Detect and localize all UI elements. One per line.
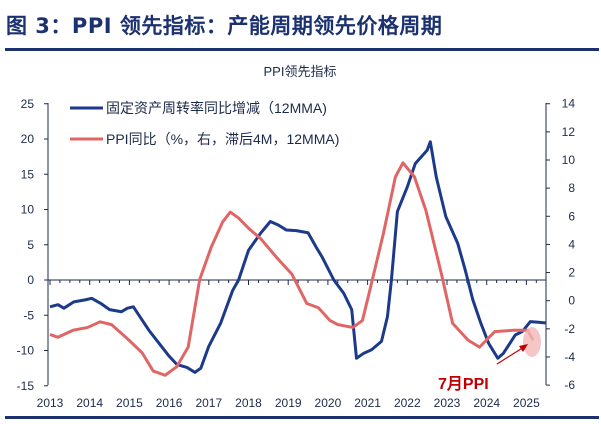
- x-tick-label: 2014: [76, 396, 103, 410]
- right-tick-label: 14: [562, 97, 576, 111]
- series-line-0: [49, 140, 547, 374]
- x-tick-label: 2016: [156, 396, 183, 410]
- arrowhead-icon: [519, 344, 528, 352]
- figure-title: 图 3：PPI 领先指标：产能周期领先价格周期: [6, 14, 443, 38]
- left-tick-label: 25: [21, 97, 35, 111]
- right-tick-label: 0: [568, 294, 575, 308]
- x-tick-label: 2018: [235, 396, 262, 410]
- x-tick-label: 2017: [195, 396, 222, 410]
- left-tick-label: 15: [21, 167, 35, 181]
- x-tick-label: 2024: [473, 396, 500, 410]
- left-tick-label: -10: [17, 344, 35, 358]
- right-tick-label: -4: [564, 350, 575, 364]
- x-tick-label: 2023: [434, 396, 461, 410]
- legend-label-1: PPI同比（%，右，滞后4M，12MMA): [106, 131, 339, 147]
- left-tick-label: 10: [21, 203, 35, 217]
- x-tick-label: 2021: [354, 396, 381, 410]
- bottom-divider: [5, 416, 599, 419]
- x-tick-label: 2013: [37, 396, 64, 410]
- left-tick-label: 0: [27, 273, 34, 287]
- right-tick-label: -6: [564, 378, 575, 392]
- left-tick-label: -15: [17, 379, 35, 393]
- chart-title: PPI领先指标: [264, 64, 337, 79]
- right-tick-label: 8: [568, 181, 575, 195]
- right-tick-label: 2: [568, 266, 575, 280]
- series-line-1: [49, 161, 535, 377]
- highlight-ellipse: [523, 327, 541, 357]
- right-tick-label: 10: [562, 153, 576, 167]
- left-tick-label: -5: [23, 308, 34, 322]
- left-tick-label: 20: [21, 132, 35, 146]
- right-tick-label: 4: [568, 237, 575, 251]
- left-tick-label: 5: [27, 238, 34, 252]
- x-tick-label: 2015: [116, 396, 143, 410]
- x-tick-label: 2022: [394, 396, 421, 410]
- annotation-label: 7月PPI: [438, 375, 489, 393]
- legend-label-0: 固定资产周转率同比增减（12MMA): [106, 100, 327, 116]
- x-tick-label: 2019: [275, 396, 302, 410]
- x-tick-label: 2020: [315, 396, 342, 410]
- title-divider: [5, 48, 599, 51]
- x-tick-label: 2025: [513, 396, 540, 410]
- right-tick-label: 12: [562, 125, 576, 139]
- right-tick-label: 6: [568, 209, 575, 223]
- annotation-arrow: [496, 346, 525, 365]
- right-tick-label: -2: [564, 322, 575, 336]
